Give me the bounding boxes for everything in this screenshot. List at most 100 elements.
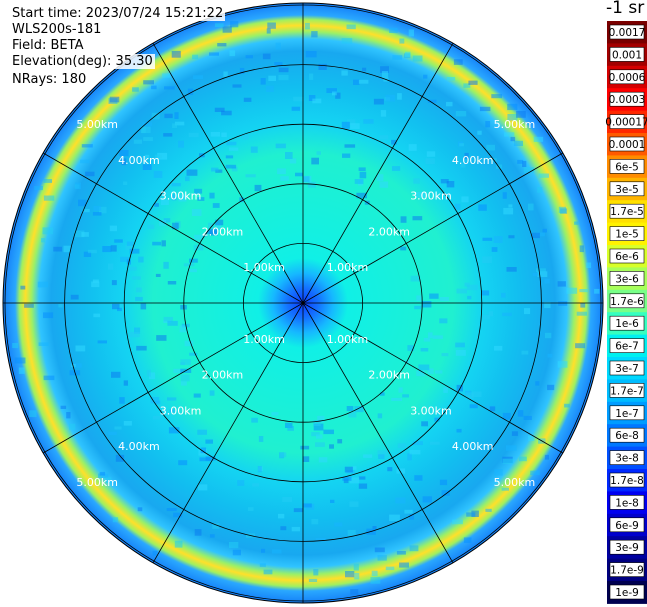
gate-speckle bbox=[580, 303, 586, 308]
gate-speckle bbox=[209, 390, 215, 396]
gate-speckle bbox=[377, 450, 388, 457]
gate-speckle bbox=[38, 342, 49, 346]
gate-speckle bbox=[229, 542, 239, 548]
gate-speckle bbox=[155, 273, 161, 277]
colorbar-tick-label: 1e-5 bbox=[615, 229, 639, 241]
gate-speckle bbox=[416, 370, 425, 377]
gate-speckle bbox=[385, 566, 395, 571]
gate-speckle bbox=[463, 83, 471, 88]
gate-speckle bbox=[215, 23, 224, 27]
gate-speckle bbox=[143, 137, 153, 142]
gate-speckle bbox=[544, 454, 549, 460]
gate-speckle bbox=[456, 288, 467, 294]
gate-speckle bbox=[335, 92, 341, 99]
gate-speckle bbox=[407, 453, 412, 461]
azimuth-spoke bbox=[302, 42, 454, 304]
gate-speckle bbox=[348, 411, 357, 418]
gate-speckle bbox=[346, 406, 354, 411]
gate-speckle bbox=[278, 513, 285, 519]
gate-speckle bbox=[506, 267, 517, 272]
range-ring-label: 2.00km bbox=[368, 226, 410, 239]
gate-speckle bbox=[187, 88, 194, 95]
range-ring-label: 4.00km bbox=[118, 154, 160, 167]
gate-speckle bbox=[91, 281, 100, 288]
gate-speckle bbox=[232, 549, 241, 556]
gate-speckle bbox=[494, 469, 503, 476]
gate-speckle bbox=[532, 272, 539, 276]
gate-speckle bbox=[112, 303, 120, 310]
gate-speckle bbox=[134, 327, 141, 334]
gate-speckle bbox=[441, 490, 450, 496]
gate-speckle bbox=[484, 405, 495, 410]
gate-speckle bbox=[98, 473, 109, 478]
colorbar-tick-label: 1.7e-5 bbox=[610, 206, 644, 218]
gate-speckle bbox=[313, 423, 324, 431]
gate-speckle bbox=[466, 512, 476, 517]
gate-speckle bbox=[507, 103, 518, 111]
colorbar-label-box bbox=[609, 427, 645, 443]
gate-speckle bbox=[337, 439, 343, 444]
gate-speckle bbox=[168, 427, 180, 434]
gate-speckle bbox=[353, 79, 360, 85]
gate-speckle bbox=[420, 348, 429, 352]
gate-speckle bbox=[75, 182, 81, 190]
gate-speckle bbox=[428, 332, 433, 339]
colorbar-label-box bbox=[609, 495, 645, 510]
gate-speckle bbox=[223, 71, 228, 78]
gate-speckle bbox=[173, 512, 183, 518]
colorbar-label-box bbox=[609, 24, 645, 40]
gate-speckle bbox=[469, 404, 478, 409]
gate-speckle bbox=[395, 497, 406, 504]
gate-speckle bbox=[353, 563, 359, 571]
gate-speckle bbox=[194, 188, 203, 194]
gate-speckle bbox=[421, 301, 432, 308]
gate-speckle bbox=[205, 439, 213, 444]
gate-speckle bbox=[579, 289, 588, 293]
range-ring-label: 4.00km bbox=[452, 154, 494, 167]
gate-speckle bbox=[544, 302, 551, 309]
gate-speckle bbox=[374, 547, 385, 553]
colorbar-tick-label: 0.0006 bbox=[609, 72, 646, 84]
gate-speckle bbox=[143, 80, 154, 85]
azimuth-spoke bbox=[302, 152, 563, 304]
gate-speckle bbox=[362, 67, 367, 72]
gate-speckle bbox=[380, 66, 389, 73]
gate-speckle bbox=[164, 113, 173, 119]
gate-speckle bbox=[435, 370, 443, 374]
gate-speckle bbox=[380, 110, 387, 117]
gate-speckle bbox=[20, 285, 26, 290]
gate-speckle bbox=[502, 412, 511, 420]
range-ring-label: 5.00km bbox=[76, 476, 118, 489]
gate-speckle bbox=[173, 368, 183, 373]
gate-speckle bbox=[66, 412, 71, 419]
gate-speckle bbox=[302, 503, 312, 508]
azimuth-spoke bbox=[42, 152, 304, 304]
gate-speckle bbox=[315, 442, 325, 447]
gate-speckle bbox=[443, 387, 448, 393]
gate-speckle bbox=[350, 589, 359, 595]
gate-speckle bbox=[358, 79, 369, 84]
gate-speckle bbox=[416, 295, 422, 301]
gate-speckle bbox=[311, 31, 318, 38]
gate-speckle bbox=[377, 174, 384, 182]
gate-speckle bbox=[586, 262, 591, 268]
gate-speckle bbox=[138, 256, 144, 263]
gate-speckle bbox=[268, 75, 276, 81]
gate-speckle bbox=[114, 239, 123, 243]
gate-speckle bbox=[141, 126, 151, 134]
gate-speckle bbox=[267, 22, 276, 29]
gate-speckle bbox=[140, 303, 147, 310]
gate-speckle bbox=[425, 158, 435, 165]
gate-speckle bbox=[123, 181, 128, 185]
gate-speckle bbox=[349, 477, 360, 484]
gate-speckle bbox=[535, 232, 545, 237]
gate-speckle bbox=[350, 123, 360, 129]
colorbar-tick-label: 6e-9 bbox=[615, 520, 639, 532]
gate-speckle bbox=[409, 545, 419, 552]
instrument-label: WLS200s-181 bbox=[10, 22, 104, 37]
gate-speckle bbox=[372, 526, 377, 530]
gate-speckle bbox=[92, 212, 102, 216]
gate-speckle bbox=[41, 238, 46, 243]
gate-speckle bbox=[111, 280, 117, 286]
gate-speckle bbox=[43, 312, 54, 319]
